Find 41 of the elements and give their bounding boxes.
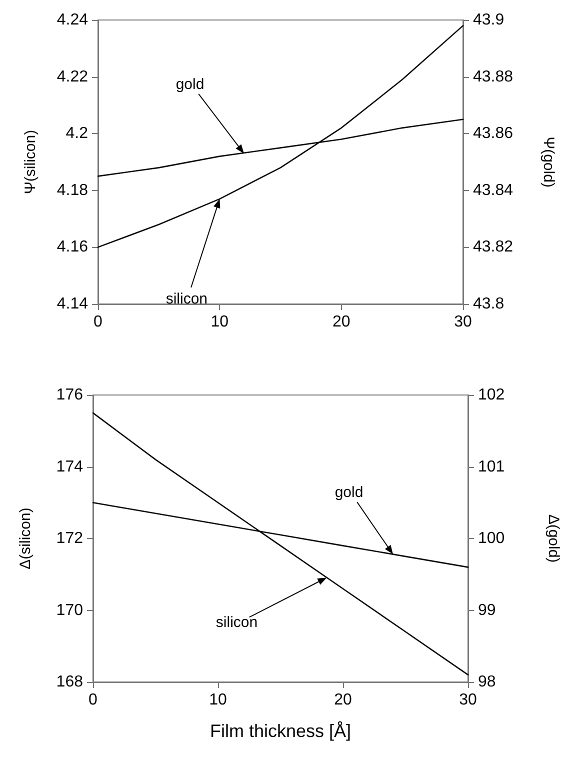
y-tick-label: 174 [56,458,84,476]
y-tick-label: 4.18 [56,182,88,199]
annotation: gold [176,76,204,93]
annotation: gold [334,484,364,501]
x-tick-label: 30 [454,314,472,330]
y2-tick-label: 43.82 [473,238,514,256]
y-tick-label: 168 [56,674,84,690]
y2-tick-label: 101 [478,458,505,476]
annotation: silicon [166,290,208,308]
y-tick-label: 4.24 [56,12,88,28]
x-tick-label: 10 [209,692,227,708]
y2-tick-label: 43.9 [473,12,504,28]
y2-tick-label: 43.86 [473,125,514,142]
x-tick-label: 20 [332,314,350,330]
x-axis-title: Film thickness [Å] [210,721,352,741]
y-tick-label: 4.16 [56,238,88,256]
y2-tick-label: 43.88 [473,68,514,86]
y-axis-title: Ψ(silicon) [22,130,39,194]
y2-tick-label: 98 [478,674,496,690]
line-series [92,412,469,676]
y2-tick-label: 100 [478,530,505,547]
y-tick-label: 4.22 [56,68,88,86]
y-tick-label: 176 [56,386,84,404]
y2-tick-label: 102 [478,386,505,404]
x-tick-label: 30 [459,692,477,708]
x-tick-label: 0 [88,692,98,708]
y-tick-label: 170 [56,602,84,619]
y-axis-title: Δ(silicon) [17,508,34,570]
x-tick-label: 10 [210,314,229,330]
y-tick-label: 172 [56,530,84,547]
annotation: silicon [216,614,258,632]
y2-axis-title: Ψ(gold) [540,136,557,188]
x-tick-label: 0 [94,314,103,330]
y2-tick-label: 43.8 [473,296,504,312]
line-series [97,25,464,248]
y-tick-label: 4.14 [56,296,88,312]
y2-tick-label: 43.84 [473,182,514,199]
y2-axis-title: Δ(gold) [545,514,562,563]
x-tick-label: 20 [334,692,352,708]
y2-tick-label: 99 [478,602,496,619]
y-tick-label: 4.2 [66,125,88,142]
